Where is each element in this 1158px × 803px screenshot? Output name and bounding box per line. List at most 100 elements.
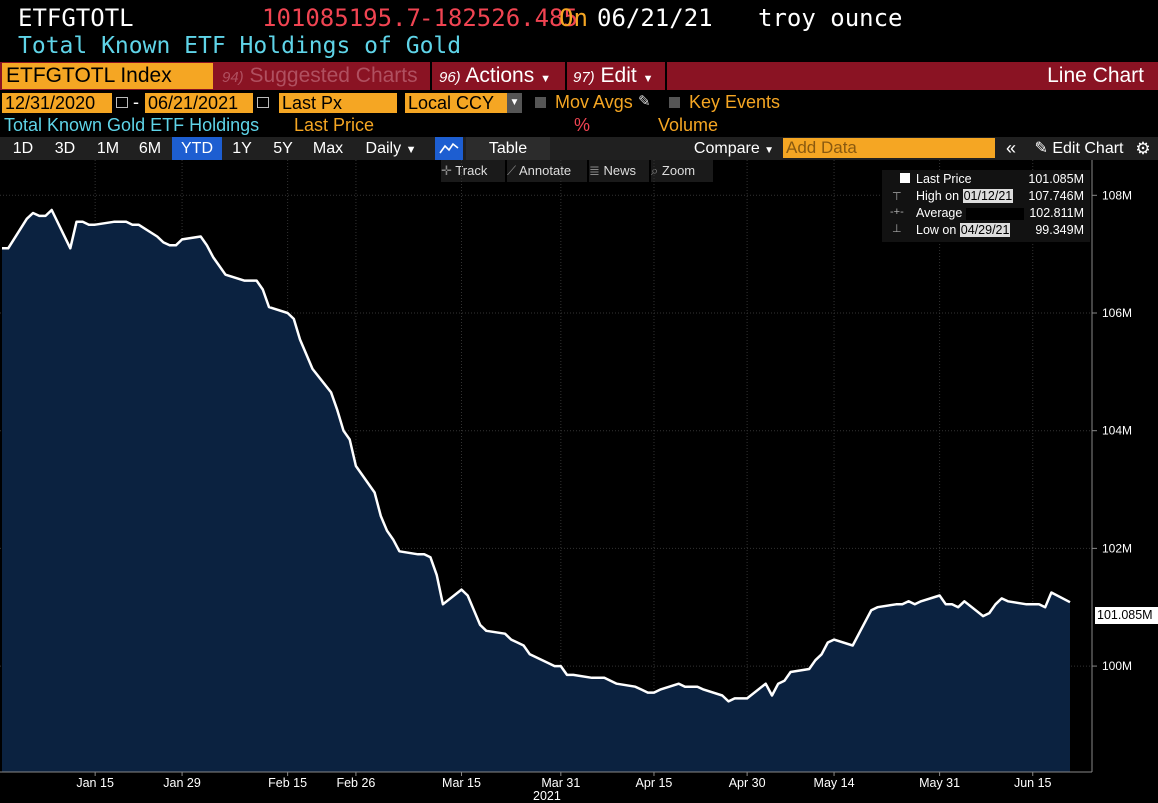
legend-percent: % bbox=[574, 115, 591, 135]
x-tick-label: Jan 15 bbox=[76, 776, 114, 790]
period-max[interactable]: Max bbox=[312, 140, 344, 157]
period-6m[interactable]: 6M bbox=[138, 140, 162, 157]
date-separator: - bbox=[133, 92, 139, 112]
high-label: High on 01/12/21 bbox=[916, 189, 1014, 203]
zoom-tool[interactable]: ⌕ Zoom bbox=[651, 160, 713, 182]
compare-label: Compare bbox=[693, 140, 760, 157]
magnifier-icon: ⌕ bbox=[651, 163, 659, 178]
menu-divider bbox=[565, 62, 567, 90]
suggested-charts-label: Suggested Charts bbox=[249, 64, 418, 87]
low-value: 99.349M bbox=[1035, 223, 1084, 237]
period-ytd[interactable]: YTD bbox=[172, 137, 222, 160]
unit-label: troy ounce bbox=[758, 4, 903, 32]
annotate-tool[interactable]: ⟋ Annotate bbox=[507, 160, 587, 182]
edit-chart-label: Edit Chart bbox=[1052, 140, 1124, 157]
period-5y[interactable]: 5Y bbox=[273, 140, 293, 157]
calendar-icon[interactable] bbox=[257, 97, 269, 108]
y-tick-label: 108M bbox=[1102, 188, 1132, 202]
pencil-icon: ✎ bbox=[1034, 140, 1048, 157]
legend-series-name: Total Known Gold ETF Holdings bbox=[4, 115, 260, 135]
actions-menu[interactable]: 96) Actions ▼ bbox=[439, 62, 551, 90]
line-chart-icon[interactable] bbox=[435, 137, 463, 160]
news-label: News bbox=[603, 163, 637, 178]
last-price-value: 101.085M bbox=[1028, 172, 1084, 186]
annotate-icon: ⟋ bbox=[507, 163, 517, 178]
zoom-label: Zoom bbox=[661, 163, 696, 178]
x-tick-label: Apr 15 bbox=[636, 776, 673, 790]
series-swatch bbox=[900, 173, 910, 183]
as-of-date: 06/21/21 bbox=[597, 4, 713, 32]
period-1y[interactable]: 1Y bbox=[232, 140, 252, 157]
y-tick-label: 102M bbox=[1102, 541, 1132, 555]
average-label: Average bbox=[916, 206, 1024, 220]
caret-down-icon: ▼ bbox=[405, 144, 417, 156]
annotate-label: Annotate bbox=[519, 163, 572, 178]
series-line bbox=[2, 208, 1071, 703]
y-tick-label: 100M bbox=[1102, 659, 1132, 673]
add-data-input[interactable]: Add Data bbox=[783, 138, 995, 158]
menu-divider bbox=[430, 62, 432, 90]
news-tool[interactable]: ≣ News bbox=[589, 160, 649, 182]
pencil-icon[interactable]: ✎ bbox=[638, 93, 651, 110]
low-marker-icon: ⊥ bbox=[892, 223, 902, 235]
period-1d[interactable]: 1D bbox=[12, 140, 34, 157]
change-value: -182526.485 bbox=[419, 4, 578, 32]
currency-select[interactable]: Local CCY bbox=[405, 93, 507, 113]
x-tick-label: Apr 30 bbox=[729, 776, 766, 790]
track-label: Track bbox=[455, 163, 488, 178]
low-date: 04/29/21 bbox=[959, 223, 1011, 237]
y-tick-label: 106M bbox=[1102, 306, 1132, 320]
caret-down-icon: ▼ bbox=[540, 73, 551, 85]
last-price-label: Last Price bbox=[916, 172, 972, 186]
average-marker-icon: -+- bbox=[890, 206, 904, 218]
collapse-chevrons-icon[interactable]: « bbox=[1005, 138, 1016, 158]
legend-last-price: Last Price bbox=[294, 115, 375, 135]
period-1m[interactable]: 1M bbox=[96, 140, 120, 157]
legend-volume: Volume bbox=[658, 115, 719, 135]
calendar-icon[interactable] bbox=[116, 97, 128, 108]
area-fill bbox=[2, 210, 1070, 772]
caret-down-icon: ▼ bbox=[764, 145, 775, 156]
track-tool[interactable]: ✛ Track bbox=[441, 160, 505, 182]
x-tick-label: Feb 26 bbox=[336, 776, 375, 790]
last-value-tag: 101.085M bbox=[1095, 607, 1158, 624]
gear-icon[interactable]: ⚙ bbox=[1135, 139, 1151, 158]
table-button[interactable]: Table bbox=[466, 137, 550, 160]
start-date-input[interactable]: 12/31/2020 bbox=[2, 93, 112, 113]
compare-select[interactable]: Compare ▼ bbox=[690, 137, 778, 160]
x-tick-label: Jun 15 bbox=[1014, 776, 1052, 790]
average-value: 102.811M bbox=[1029, 206, 1084, 220]
frequency-label: Daily bbox=[365, 140, 402, 157]
end-date-input[interactable]: 06/21/2021 bbox=[145, 93, 253, 113]
high-label-text: High on bbox=[916, 189, 960, 203]
edit-chart-button[interactable]: ✎ Edit Chart bbox=[1028, 137, 1130, 160]
actions-number: 96) bbox=[439, 69, 461, 86]
actions-label: Actions bbox=[465, 64, 535, 87]
caret-down-icon: ▼ bbox=[642, 73, 654, 85]
edit-menu[interactable]: 97) Edit ▼ bbox=[573, 62, 653, 90]
index-input[interactable]: ETFGTOTL Index bbox=[2, 63, 213, 89]
suggested-charts-menu[interactable]: 94) Suggested Charts bbox=[222, 62, 418, 90]
x-tick-label: Feb 15 bbox=[268, 776, 307, 790]
key-events-label: Key Events bbox=[689, 92, 781, 112]
y-tick-label: 104M bbox=[1102, 424, 1132, 438]
average-date-slot bbox=[965, 207, 1024, 220]
average-label-text: Average bbox=[916, 206, 963, 220]
frequency-select[interactable]: Daily ▼ bbox=[356, 137, 426, 160]
menu-divider bbox=[665, 62, 667, 90]
field-select[interactable]: Last Px bbox=[279, 93, 397, 113]
x-tick-label: Mar 15 bbox=[442, 776, 481, 790]
crosshair-icon: ✛ bbox=[441, 163, 452, 178]
x-tick-label: Mar 31 bbox=[541, 776, 580, 790]
news-icon: ≣ bbox=[589, 163, 600, 178]
high-marker-icon: ⊤ bbox=[892, 191, 902, 203]
mov-avgs-label: Mov Avgs bbox=[555, 92, 633, 112]
period-3d[interactable]: 3D bbox=[54, 140, 76, 157]
on-label: On bbox=[559, 4, 588, 32]
currency-dropdown-icon[interactable]: ▼ bbox=[507, 93, 522, 113]
mov-avgs-checkbox[interactable] bbox=[535, 97, 546, 108]
suggested-charts-number: 94) bbox=[222, 69, 244, 86]
key-events-checkbox[interactable] bbox=[669, 97, 680, 108]
edit-number: 97) bbox=[573, 69, 595, 86]
